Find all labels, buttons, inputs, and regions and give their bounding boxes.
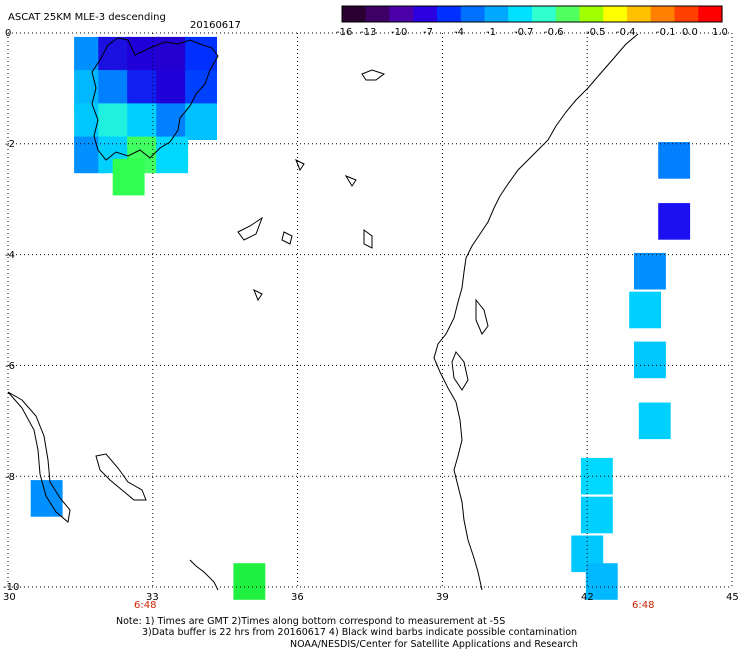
wind-data-cell	[580, 496, 613, 534]
wind-data-cell	[112, 158, 145, 196]
coastline-east	[433, 33, 639, 591]
lake-small-1	[281, 231, 293, 245]
colorbar-swatch	[413, 6, 438, 22]
wind-data-cell	[638, 402, 671, 440]
wind-data-cell	[185, 36, 217, 74]
wind-data-cell	[98, 36, 131, 74]
colorbar-swatch	[365, 6, 391, 22]
wind-data-cell	[98, 70, 131, 107]
colorbar-swatch	[484, 6, 509, 22]
lake-small-2	[363, 229, 373, 249]
wind-data-cell	[629, 291, 662, 329]
wind-data-cell	[233, 563, 266, 600]
coastline-outlines	[7, 33, 639, 591]
time-label-west: 6:48	[134, 600, 156, 611]
y-axis-tick-labels: 0 -2 -4 -6 -8 -10	[3, 28, 19, 593]
x-tick-label: 42	[581, 592, 594, 603]
colorbar-swatch	[627, 6, 652, 22]
wind-data-cell	[127, 36, 160, 74]
time-label-east: 6:48	[632, 600, 654, 611]
wind-data-cell	[585, 563, 618, 600]
y-tick-label: 0	[5, 28, 11, 39]
colorbar-tick: 0.0	[682, 27, 698, 38]
product-date: 20160617	[190, 20, 241, 31]
colorbar-swatch	[698, 6, 723, 22]
wind-data-cell	[30, 480, 63, 517]
wind-data-cell	[127, 103, 160, 140]
colorbar-tick: -10	[391, 27, 407, 38]
lake-small-5	[253, 288, 263, 302]
lake-rukwa-outline	[95, 453, 147, 501]
product-title: ASCAT 25KM MLE-3 descending	[8, 12, 166, 23]
wind-data-cell	[98, 103, 131, 140]
x-tick-label: 39	[436, 592, 449, 603]
y-tick-label: -2	[5, 139, 15, 150]
colorbar-frame	[341, 5, 723, 23]
wind-data-cell	[127, 70, 160, 107]
colorbar-tick: -0.6	[544, 27, 564, 38]
wind-data-cell	[156, 70, 189, 107]
lake-natron-outline	[237, 216, 264, 241]
wind-data-cell	[658, 142, 691, 179]
colorbar	[341, 5, 723, 23]
colorbar-swatch	[460, 6, 486, 22]
wind-data-cell	[185, 103, 217, 140]
wind-data-cell	[634, 252, 666, 290]
x-tick-label: 33	[146, 592, 159, 603]
colorbar-swatch	[532, 6, 557, 22]
colorbar-swatch	[508, 6, 533, 22]
colorbar-tick: -4	[454, 27, 464, 38]
colorbar-swatch	[437, 6, 462, 22]
colorbar-swatch	[650, 6, 676, 22]
lake-victoria-outline	[91, 37, 219, 161]
wind-data-cell	[658, 203, 691, 240]
y-tick-label: -6	[5, 361, 15, 372]
wind-data-cell	[634, 341, 666, 379]
graticule-grid	[7, 32, 733, 588]
footer-note-3: NOAA/NESDIS/Center for Satellite Applica…	[290, 639, 578, 650]
y-tick-label: -8	[5, 472, 15, 483]
footer-note-1: Note: 1) Times are GMT 2)Times along bot…	[116, 616, 505, 627]
lake-malawi-outline	[189, 559, 219, 591]
colorbar-tick: -0.1	[656, 27, 676, 38]
colorbar-tick: -0.4	[616, 27, 636, 38]
colorbar-swatch	[579, 6, 604, 22]
x-axis-tick-labels: 30 33 36 39 42 45	[3, 592, 739, 603]
y-tick-label: -4	[5, 250, 15, 261]
colorbar-swatch	[342, 6, 367, 22]
island-mafia-outline	[451, 351, 469, 391]
colorbar-swatch	[674, 6, 699, 22]
colorbar-swatch	[389, 6, 414, 22]
x-tick-label: 30	[3, 592, 16, 603]
lake-kyoga-outline	[361, 69, 386, 81]
colorbar-tick: -0.7	[514, 27, 534, 38]
colorbar-tick: 1.0	[712, 27, 728, 38]
colorbar-swatch	[603, 6, 628, 22]
wind-data-cell	[156, 136, 189, 174]
y-tick-label: -10	[3, 582, 19, 593]
colorbar-tick: -1	[486, 27, 496, 38]
data-cells	[30, 36, 691, 600]
x-tick-label: 36	[291, 592, 304, 603]
colorbar-swatch	[555, 6, 581, 22]
x-tick-label: 45	[726, 592, 739, 603]
colorbar-tick: -0.5	[586, 27, 606, 38]
island-zanzibar-outline	[475, 298, 489, 335]
colorbar-tick: -7	[423, 27, 433, 38]
colorbar-tick-labels: -16 -13 -10 -7 -4 -1 -0.7 -0.6 -0.5 -0.4…	[336, 27, 728, 38]
lake-small-3	[344, 174, 357, 187]
wind-data-cell	[156, 103, 189, 140]
footer-note-2: 3)Data buffer is 22 hrs from 20160617 4)…	[142, 627, 577, 638]
lake-tanganyika-outline	[7, 391, 71, 523]
